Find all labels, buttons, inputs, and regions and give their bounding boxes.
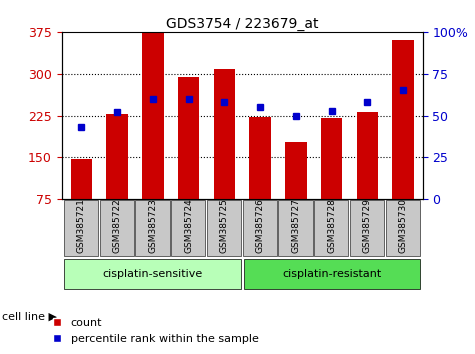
Bar: [321, 118, 342, 241]
Bar: [178, 76, 200, 241]
FancyBboxPatch shape: [135, 200, 170, 256]
Text: cisplatin-sensitive: cisplatin-sensitive: [103, 269, 203, 279]
FancyBboxPatch shape: [100, 200, 134, 256]
FancyBboxPatch shape: [243, 200, 277, 256]
Text: GSM385728: GSM385728: [327, 198, 336, 253]
Text: GSM385723: GSM385723: [148, 198, 157, 253]
FancyBboxPatch shape: [314, 200, 348, 256]
Bar: [106, 114, 128, 241]
Text: GSM385730: GSM385730: [399, 198, 408, 253]
Text: cisplatin-resistant: cisplatin-resistant: [282, 269, 381, 279]
Title: GDS3754 / 223679_at: GDS3754 / 223679_at: [166, 17, 319, 31]
FancyBboxPatch shape: [278, 200, 313, 256]
FancyBboxPatch shape: [171, 200, 205, 256]
FancyBboxPatch shape: [244, 259, 420, 289]
Bar: [142, 32, 163, 241]
Legend: count, percentile rank within the sample: count, percentile rank within the sample: [48, 314, 263, 348]
FancyBboxPatch shape: [350, 200, 384, 256]
Bar: [357, 112, 378, 241]
Text: GSM385724: GSM385724: [184, 198, 193, 252]
Text: GSM385729: GSM385729: [363, 198, 372, 253]
Text: GSM385721: GSM385721: [77, 198, 86, 253]
Text: cell line ▶: cell line ▶: [2, 312, 57, 322]
FancyBboxPatch shape: [386, 200, 420, 256]
Bar: [71, 159, 92, 241]
Bar: [249, 117, 271, 241]
Bar: [214, 69, 235, 241]
FancyBboxPatch shape: [207, 200, 241, 256]
Bar: [285, 142, 306, 241]
FancyBboxPatch shape: [64, 200, 98, 256]
Bar: [392, 40, 414, 241]
Text: GSM385722: GSM385722: [113, 198, 122, 252]
Text: GSM385726: GSM385726: [256, 198, 265, 253]
Text: GSM385727: GSM385727: [291, 198, 300, 253]
FancyBboxPatch shape: [64, 259, 241, 289]
Text: GSM385725: GSM385725: [220, 198, 229, 253]
